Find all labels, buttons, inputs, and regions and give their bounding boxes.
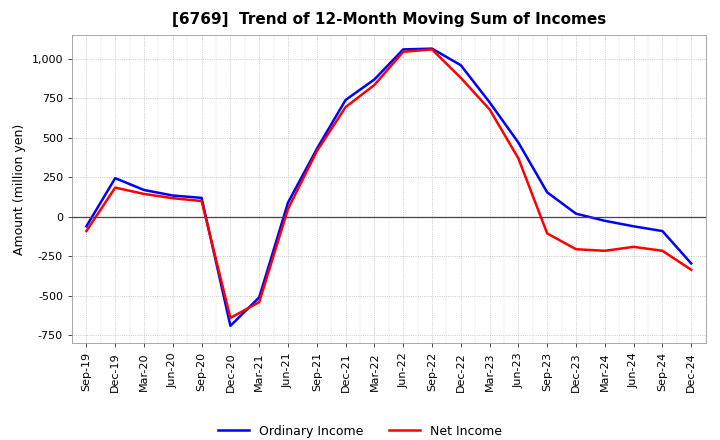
- Net Income: [687, 267, 696, 272]
- Ordinary Income: [140, 187, 148, 193]
- Net Income: [399, 49, 408, 55]
- Ordinary Income: [658, 228, 667, 234]
- Title: [6769]  Trend of 12-Month Moving Sum of Incomes: [6769] Trend of 12-Month Moving Sum of I…: [171, 12, 606, 27]
- Ordinary Income: [485, 100, 494, 105]
- Ordinary Income: [600, 218, 609, 224]
- Ordinary Income: [514, 140, 523, 145]
- Net Income: [226, 315, 235, 321]
- Ordinary Income: [687, 261, 696, 266]
- Net Income: [428, 47, 436, 52]
- Ordinary Income: [572, 211, 580, 216]
- Net Income: [514, 156, 523, 161]
- Net Income: [572, 246, 580, 252]
- Net Income: [197, 198, 206, 204]
- Line: Ordinary Income: Ordinary Income: [86, 49, 691, 326]
- Net Income: [111, 185, 120, 190]
- Ordinary Income: [370, 77, 379, 82]
- Ordinary Income: [111, 176, 120, 181]
- Net Income: [255, 300, 264, 305]
- Ordinary Income: [341, 97, 350, 103]
- Ordinary Income: [456, 62, 465, 68]
- Net Income: [370, 82, 379, 88]
- Y-axis label: Amount (million yen): Amount (million yen): [13, 124, 26, 255]
- Ordinary Income: [168, 193, 177, 198]
- Ordinary Income: [82, 224, 91, 229]
- Net Income: [600, 248, 609, 253]
- Ordinary Income: [284, 200, 292, 205]
- Net Income: [284, 206, 292, 212]
- Ordinary Income: [543, 190, 552, 195]
- Ordinary Income: [312, 146, 321, 151]
- Net Income: [658, 248, 667, 253]
- Line: Net Income: Net Income: [86, 49, 691, 318]
- Ordinary Income: [428, 46, 436, 51]
- Net Income: [543, 231, 552, 236]
- Ordinary Income: [629, 224, 638, 229]
- Ordinary Income: [197, 195, 206, 201]
- Net Income: [485, 107, 494, 112]
- Net Income: [140, 191, 148, 197]
- Net Income: [629, 244, 638, 249]
- Legend: Ordinary Income, Net Income: Ordinary Income, Net Income: [213, 420, 507, 440]
- Ordinary Income: [226, 323, 235, 329]
- Net Income: [168, 195, 177, 201]
- Net Income: [312, 149, 321, 154]
- Net Income: [341, 104, 350, 110]
- Net Income: [456, 75, 465, 81]
- Ordinary Income: [399, 47, 408, 52]
- Net Income: [82, 228, 91, 234]
- Ordinary Income: [255, 295, 264, 300]
